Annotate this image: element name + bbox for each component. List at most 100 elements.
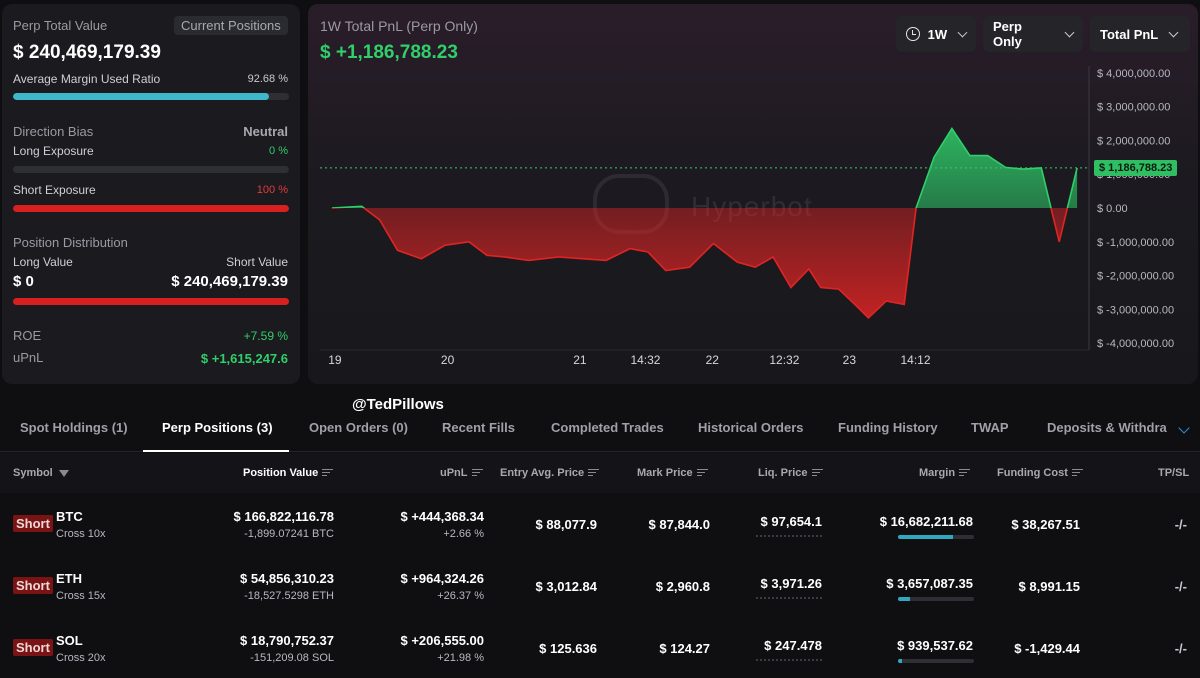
row-upnl-pct: +21.98 %	[437, 652, 484, 664]
avg-margin-bar	[13, 93, 289, 100]
clock-icon	[906, 27, 920, 41]
filter-icon[interactable]	[58, 469, 69, 477]
header-mark-price-label: Mark Price	[637, 467, 693, 479]
row-margin: $ 3,657,087.35	[886, 576, 973, 591]
short-value-label: Short Value	[226, 255, 288, 269]
row-upnl-pct: +2.66 %	[443, 528, 484, 540]
sort-icon[interactable]	[588, 469, 600, 477]
perp-total-value: $ 240,469,179.39	[13, 42, 161, 63]
table-row[interactable]: Short ETH Cross 15x $ 54,856,310.23 -18,…	[0, 555, 1200, 617]
avg-margin-value: 92.68 %	[247, 73, 288, 85]
header-entry-price-label: Entry Avg. Price	[500, 467, 585, 479]
header-margin[interactable]: Margin	[919, 467, 971, 479]
liq-distance-indicator	[756, 597, 822, 599]
tab-completed-trades[interactable]: Completed Trades	[551, 420, 664, 435]
metric-dropdown-label: Total PnL	[1100, 26, 1159, 42]
row-mark-price: $ 124.27	[659, 641, 710, 656]
long-value-label: Long Value	[13, 255, 73, 269]
header-position-value[interactable]: Position Value	[243, 467, 334, 479]
scope-dropdown-label: Perp Only	[993, 19, 1022, 49]
tab-recent-fills[interactable]: Recent Fills	[442, 420, 515, 435]
x-tick-label: 14:12	[901, 353, 931, 367]
x-tick-label: 12:32	[769, 353, 799, 367]
y-tick-label: $ 4,000,000.00	[1097, 68, 1170, 80]
sort-icon[interactable]	[322, 469, 334, 477]
sort-icon[interactable]	[959, 469, 971, 477]
row-tpsl[interactable]: -/-	[1174, 517, 1187, 532]
long-exposure-value: 0 %	[269, 145, 288, 157]
upnl-label: uPnL	[13, 350, 44, 365]
tab-perp-positions[interactable]: Perp Positions (3)	[162, 420, 273, 435]
position-distribution-label: Position Distribution	[13, 235, 128, 250]
metric-dropdown[interactable]: Total PnL	[1090, 16, 1190, 52]
header-funding-cost[interactable]: Funding Cost	[997, 467, 1083, 479]
y-tick-label: $ -4,000,000.00	[1097, 338, 1174, 350]
chart-title: 1W Total PnL (Perp Only)	[320, 18, 478, 34]
chevron-down-icon[interactable]	[1178, 422, 1190, 434]
row-funding-cost: $ -1,429.44	[1014, 641, 1080, 656]
row-symbol[interactable]: SOL	[56, 633, 83, 648]
perp-total-value-label: Perp Total Value	[13, 18, 108, 33]
row-symbol[interactable]: ETH	[56, 571, 82, 586]
tab-spot-holdings[interactable]: Spot Holdings (1)	[20, 420, 128, 435]
tab-historical-orders[interactable]: Historical Orders	[698, 420, 804, 435]
short-exposure-bar	[13, 205, 289, 212]
header-liq-price-label: Liq. Price	[758, 467, 808, 479]
tab-funding-history[interactable]: Funding History	[838, 420, 938, 435]
header-position-value-label: Position Value	[243, 467, 319, 479]
row-mark-price: $ 2,960.8	[655, 579, 710, 594]
sort-icon[interactable]	[811, 469, 823, 477]
long-exposure-bar	[13, 166, 289, 173]
short-exposure-value: 100 %	[256, 184, 288, 196]
row-leverage: Cross 15x	[56, 590, 106, 602]
perp-summary-panel: Perp Total Value Current Positions $ 240…	[2, 4, 300, 384]
header-funding-cost-label: Funding Cost	[997, 467, 1068, 479]
row-position-size: -151,209.08 SOL	[250, 652, 334, 664]
side-badge: Short	[13, 639, 53, 656]
pnl-area-positive	[331, 128, 1078, 208]
scope-dropdown[interactable]: Perp Only	[983, 16, 1083, 52]
y-tick-label: $ 3,000,000.00	[1097, 102, 1170, 114]
sort-icon[interactable]	[1071, 469, 1083, 477]
header-symbol[interactable]: Symbol	[13, 467, 69, 479]
table-row[interactable]: Short SOL Cross 20x $ 18,790,752.37 -151…	[0, 617, 1200, 678]
table-row[interactable]: Short BTC Cross 10x $ 166,822,116.78 -1,…	[0, 493, 1200, 555]
current-value-badge: $ 1,186,788.23	[1094, 159, 1178, 176]
x-axis-ticks: 19 20 21 14:32 22 12:32 23 14:12	[328, 353, 931, 367]
row-leverage: Cross 20x	[56, 652, 106, 664]
row-liq-price: $ 3,971.26	[760, 576, 822, 591]
header-mark-price[interactable]: Mark Price	[637, 467, 708, 479]
row-symbol[interactable]: BTC	[56, 509, 83, 524]
header-upnl[interactable]: uPnL	[440, 467, 483, 479]
row-funding-cost: $ 8,991.15	[1018, 579, 1080, 594]
row-entry-price: $ 3,012.84	[535, 579, 597, 594]
header-entry-price[interactable]: Entry Avg. Price	[500, 467, 600, 479]
margin-bar	[898, 535, 974, 539]
x-tick-label: 19	[328, 353, 342, 367]
liq-distance-indicator	[756, 659, 822, 661]
sort-icon[interactable]	[696, 469, 708, 477]
short-exposure-label: Short Exposure	[13, 183, 96, 197]
x-tick-label: 23	[843, 353, 857, 367]
period-dropdown[interactable]: 1W	[896, 16, 976, 52]
positions-table-header: Symbol Position Value uPnL Entry Avg. Pr…	[0, 453, 1200, 493]
row-margin: $ 16,682,211.68	[879, 514, 973, 529]
margin-bar-fill	[898, 597, 911, 601]
current-positions-badge[interactable]: Current Positions	[174, 16, 288, 35]
pnl-line-positive	[331, 127, 1078, 208]
sort-icon[interactable]	[471, 469, 483, 477]
chart-pnl-value: $ +1,186,788.23	[320, 42, 458, 63]
row-tpsl[interactable]: -/-	[1174, 641, 1187, 656]
pnl-line-negative	[331, 208, 1069, 320]
tab-open-orders[interactable]: Open Orders (0)	[309, 420, 408, 435]
header-liq-price[interactable]: Liq. Price	[758, 467, 823, 479]
row-tpsl[interactable]: -/-	[1174, 579, 1187, 594]
upnl-value: $ +1,615,247.6	[200, 351, 288, 366]
long-value: $ 0	[13, 273, 34, 290]
twitter-handle: @TedPillows	[352, 396, 444, 413]
x-tick-label: 20	[441, 353, 455, 367]
tab-deposits-withdraw[interactable]: Deposits & Withdraw	[1047, 420, 1167, 435]
pnl-chart[interactable]: Hyperbot $ 4,000,000.00$ 3,000,000.00$ 2…	[308, 4, 1198, 384]
tab-twap[interactable]: TWAP	[971, 420, 1009, 435]
row-margin: $ 939,537.62	[897, 638, 973, 653]
